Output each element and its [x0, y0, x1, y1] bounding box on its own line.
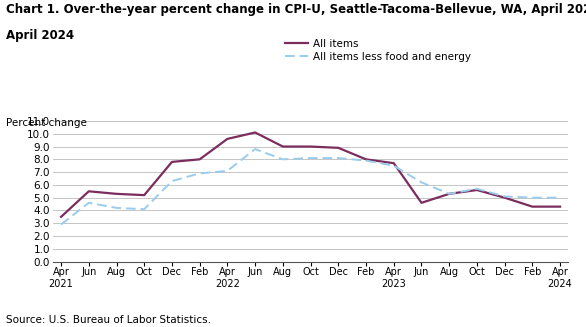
Text: Percent change: Percent change [6, 118, 87, 128]
Text: April 2024: April 2024 [6, 29, 74, 43]
Text: Source: U.S. Bureau of Labor Statistics.: Source: U.S. Bureau of Labor Statistics. [6, 315, 211, 325]
Legend: All items, All items less food and energy: All items, All items less food and energ… [285, 39, 471, 61]
Text: Chart 1. Over-the-year percent change in CPI-U, Seattle-Tacoma-Bellevue, WA, Apr: Chart 1. Over-the-year percent change in… [6, 3, 586, 16]
